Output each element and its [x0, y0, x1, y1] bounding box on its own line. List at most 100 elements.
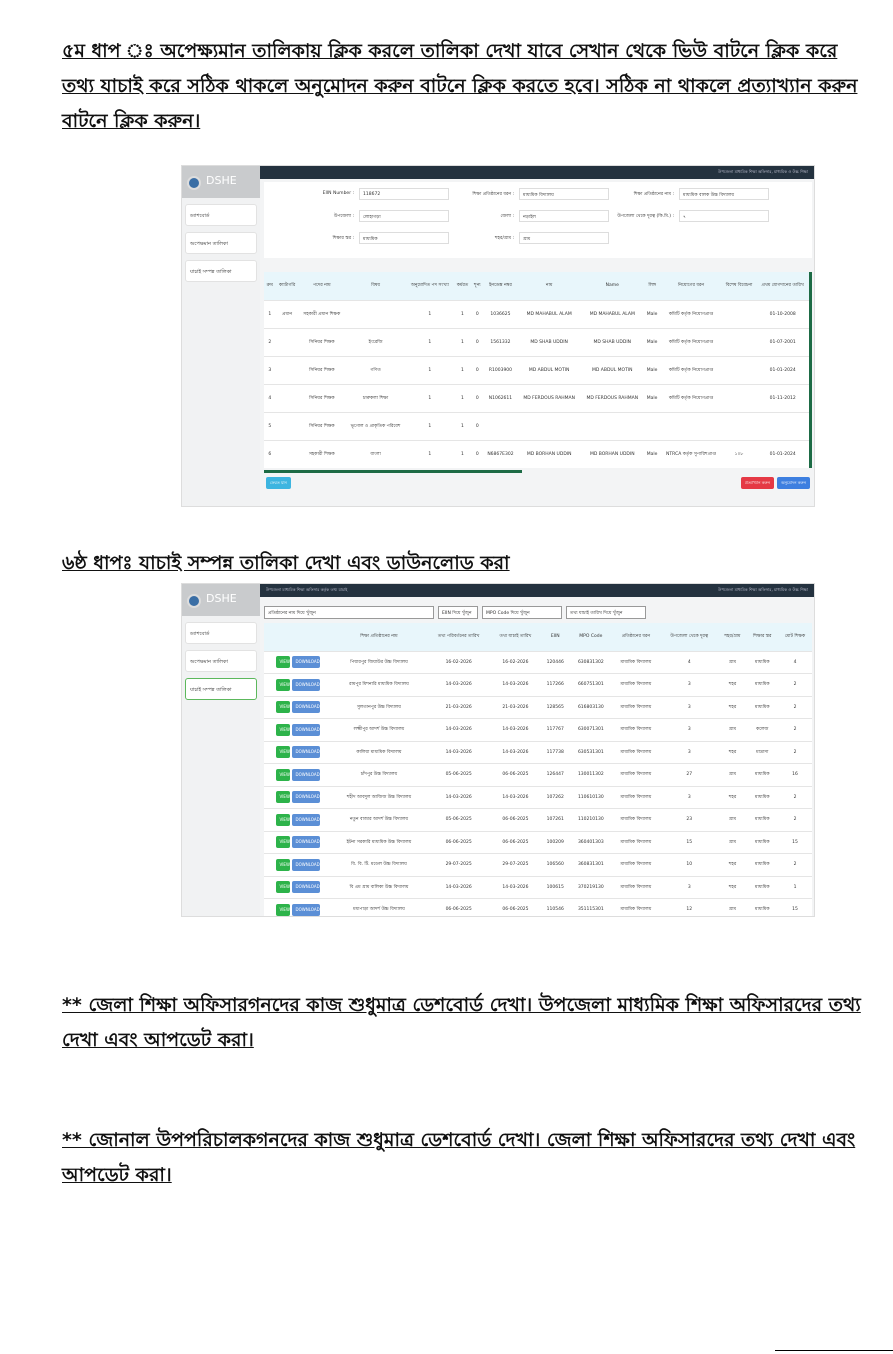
nav-verified[interactable]: যাচাই সম্পন্ন তালিকা — [185, 678, 257, 700]
table-row: 5 সিনিয়র শিক্ষক ভূগোল ও প্রাকৃতিক পরিবেশ 1… — [264, 412, 809, 441]
column-header: শহর/গ্রাম — [718, 623, 747, 652]
view-button[interactable]: VIEW — [275, 836, 290, 849]
search-bar: প্রতিষ্ঠানের নাম দিয়ে খুঁজুন EIIN দিয়ে … — [264, 606, 812, 619]
download-button[interactable]: DOWNLOAD — [291, 903, 320, 916]
field-input[interactable]: 118672 — [359, 188, 449, 200]
view-button[interactable]: VIEW — [275, 813, 290, 826]
table-cell: মাধ্যমিক বিদ্যালয় — [611, 651, 661, 674]
column-header: প্রতিষ্ঠানের ধরন — [611, 623, 661, 652]
table-cell: মাধ্যমিক বিদ্যালয় — [611, 853, 661, 877]
search-input[interactable]: MPO Code দিয়ে খুঁজুন — [482, 606, 562, 619]
table-cell: 126447 — [540, 763, 571, 787]
field-input[interactable]: ৭ — [679, 210, 769, 222]
table-cell: 0 — [471, 384, 484, 413]
table-row: VIEW DOWNLOAD নতুন বাজার আদর্শ উচ্চ বিদ্যা… — [264, 808, 812, 832]
table-cell: বাংলা — [345, 440, 407, 468]
table-cell: 3 — [660, 696, 719, 719]
view-button[interactable]: VIEW — [275, 701, 290, 714]
table-row: 2 সিনিয়র শিক্ষক ইংরেজি 1 1 0 1561332 MD SHAB U… — [264, 328, 809, 357]
field-label: উপজেলা থেকে দূরত্ব (কি.মি.) : — [617, 214, 674, 219]
table-cell: 05-06-2025 — [426, 808, 491, 832]
field-input[interactable]: গ্রাম — [519, 232, 609, 244]
download-button[interactable]: DOWNLOAD — [291, 836, 320, 849]
view-button[interactable]: VIEW — [275, 746, 290, 759]
view-button[interactable]: VIEW — [275, 656, 290, 669]
view-button[interactable]: VIEW — [275, 903, 290, 916]
field-input[interactable]: নড়াইল — [519, 210, 609, 222]
table-cell: প্রধান — [275, 300, 299, 329]
view-button[interactable]: VIEW — [275, 768, 290, 781]
table-cell: 110610130 — [570, 786, 612, 809]
table-cell: সহকারী প্রধান শিক্ষক — [298, 300, 346, 329]
column-header: উপজেলা থেকে দূরত্ব — [660, 623, 719, 652]
download-button[interactable]: DOWNLOAD — [291, 678, 320, 691]
table-cell — [275, 328, 299, 357]
nav-pending[interactable]: অপেক্ষমান তালিকা — [185, 650, 257, 672]
table-cell: MD SHAB UDDIN — [580, 328, 644, 357]
table-cell: মাধ্যমিক বিদ্যালয় — [611, 696, 661, 719]
download-button[interactable]: DOWNLOAD — [291, 881, 320, 894]
column-header: শিক্ষার স্তর — [746, 623, 778, 652]
table-cell: শহর — [718, 696, 747, 719]
table-cell: 1 — [406, 328, 454, 357]
table-cell — [721, 300, 757, 329]
staff-table: ক্রম ক্যাটাগরি পদের নাম বিষয় অনুমোদিত পদ সং… — [264, 272, 809, 468]
nav-dashboard[interactable]: ড্যাশবোর্ড — [185, 622, 257, 644]
search-input[interactable]: EIIN দিয়ে খুঁজুন — [438, 606, 478, 619]
view-button[interactable]: VIEW — [275, 881, 290, 894]
table-row: 6 সহকারী শিক্ষক বাংলা 1 1 0 N6867E302 MD BORHAN… — [264, 440, 809, 468]
nav-verified[interactable]: যাচাই সম্পন্ন তালিকা — [185, 260, 257, 282]
view-button[interactable]: VIEW — [275, 791, 290, 804]
field-input[interactable]: মাধ্যমিক বালক উচ্চ বিদ্যালয় — [679, 188, 769, 200]
table-cell: 630531301 — [570, 741, 612, 764]
nav-dashboard[interactable]: ড্যাশবোর্ড — [185, 204, 257, 226]
column-header: অনুমোদিত পদ সংখ্যা — [406, 272, 454, 301]
approve-button[interactable]: অনুমোদন করুন — [777, 477, 810, 489]
table-cell: রামপুর মিশনারি মাধ্যমিক বিদ্যালয় — [331, 673, 427, 697]
download-button[interactable]: DOWNLOAD — [291, 858, 320, 871]
field-input[interactable]: মাধ্যমিক — [359, 232, 449, 244]
horizontal-scrollbar[interactable] — [264, 470, 522, 473]
field-label: জেলা : — [500, 214, 514, 219]
nav-pending[interactable]: অপেক্ষমান তালিকা — [185, 232, 257, 254]
table-cell: সিনিয়র শিক্ষক — [298, 384, 346, 413]
table-cell: Male — [643, 356, 661, 385]
action-cell: VIEW DOWNLOAD — [264, 763, 332, 787]
search-input[interactable]: প্রতিষ্ঠানের নাম দিয়ে খুঁজুন — [264, 606, 434, 619]
table-cell: সিনিয়র শিক্ষক — [298, 412, 346, 441]
table-cell: 110210130 — [570, 808, 612, 832]
download-button[interactable]: DOWNLOAD — [291, 701, 320, 714]
sidebar: DSHE ড্যাশবোর্ড অপেক্ষমান তালিকা যাচাই স… — [182, 166, 260, 506]
table-cell: মাধ্যমিক — [746, 898, 778, 916]
table-cell: কমিটি কর্তৃক নিয়োগপ্রাপ্ত — [660, 356, 722, 385]
view-button[interactable]: VIEW — [275, 678, 290, 691]
download-button[interactable]: DOWNLOAD — [291, 768, 320, 781]
download-button[interactable]: DOWNLOAD — [291, 813, 320, 826]
reject-button[interactable]: প্রত্যাখ্যান করুন — [740, 477, 774, 489]
view-button[interactable]: VIEW — [275, 858, 290, 871]
field-input[interactable]: লোহাগড়া — [359, 210, 449, 222]
table-cell: 12 — [660, 898, 719, 916]
table-cell: 4 — [778, 651, 812, 674]
download-button[interactable]: DOWNLOAD — [291, 746, 320, 759]
table-cell: 107262 — [540, 786, 571, 809]
table-row: VIEW DOWNLOAD কালিয়া মাধ্যমিক বিদ্যালয় 14… — [264, 741, 812, 764]
field-label: শিক্ষা প্রতিষ্ঠানের ধরন : — [472, 192, 514, 197]
download-button[interactable]: DOWNLOAD — [291, 656, 320, 669]
table-cell: মাধ্যমিক — [746, 786, 778, 809]
download-button[interactable]: DOWNLOAD — [291, 723, 320, 736]
table-cell: N1062611 — [483, 384, 518, 413]
view-button[interactable]: VIEW — [275, 723, 290, 736]
table-cell: মাধ্যমিক — [746, 651, 778, 674]
table-cell: 01-10-2008 — [756, 300, 809, 329]
table-cell: শহর — [718, 786, 747, 809]
table-cell — [643, 412, 661, 441]
table-cell: 106560 — [540, 853, 571, 877]
download-button[interactable]: DOWNLOAD — [291, 791, 320, 804]
table-cell: 107261 — [540, 808, 571, 832]
back-button[interactable]: ফেরত যান — [266, 477, 291, 489]
search-input[interactable]: তথ্য যাচাই তারিখ দিয়ে খুঁজুন — [566, 606, 646, 619]
table-cell — [517, 412, 581, 441]
field-input[interactable]: মাধ্যমিক বিদ্যালয় — [519, 188, 609, 200]
table-cell: N6867E302 — [483, 440, 518, 468]
